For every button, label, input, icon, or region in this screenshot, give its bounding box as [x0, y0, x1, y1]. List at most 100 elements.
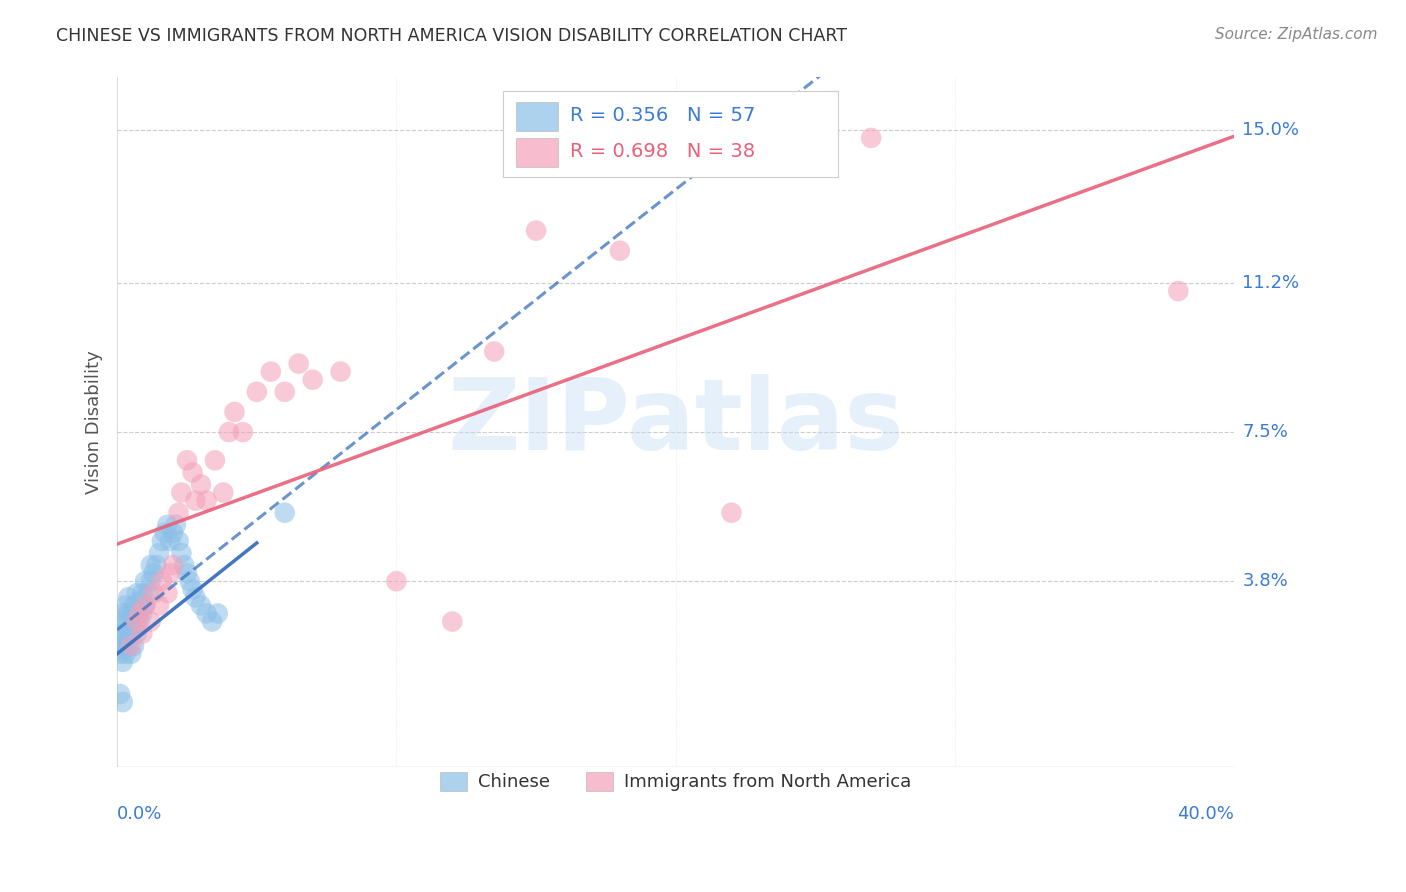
Point	[148, 546, 170, 560]
Text: 0.0%: 0.0%	[117, 805, 163, 823]
Point	[117, 591, 139, 605]
Point	[159, 566, 181, 581]
Text: R = 0.698   N = 38: R = 0.698 N = 38	[569, 143, 755, 161]
Point	[117, 623, 139, 637]
Point	[482, 344, 505, 359]
Point	[170, 485, 193, 500]
Point	[167, 506, 190, 520]
Point	[120, 607, 142, 621]
Point	[232, 425, 254, 439]
Point	[441, 615, 464, 629]
Point	[176, 566, 198, 581]
Point	[134, 574, 156, 589]
Point	[246, 384, 269, 399]
Point	[145, 558, 167, 573]
Point	[120, 626, 142, 640]
Point	[224, 405, 246, 419]
Point	[128, 594, 150, 608]
Point	[125, 586, 148, 600]
Point	[201, 615, 224, 629]
Point	[125, 626, 148, 640]
Point	[301, 373, 323, 387]
Point	[122, 599, 145, 613]
Point	[195, 493, 218, 508]
Point	[170, 546, 193, 560]
Point	[114, 599, 136, 613]
Point	[125, 607, 148, 621]
Point	[156, 517, 179, 532]
Point	[122, 623, 145, 637]
Text: 3.8%: 3.8%	[1243, 572, 1288, 591]
Point	[179, 574, 201, 589]
Text: ZIPatlas: ZIPatlas	[447, 374, 904, 470]
Point	[108, 687, 131, 701]
Point	[134, 599, 156, 613]
Point	[609, 244, 631, 258]
Point	[190, 477, 212, 491]
Text: R = 0.356   N = 57: R = 0.356 N = 57	[569, 106, 755, 125]
Point	[274, 384, 297, 399]
Y-axis label: Vision Disability: Vision Disability	[86, 351, 103, 494]
Point	[150, 533, 173, 548]
Point	[111, 655, 134, 669]
Point	[181, 582, 204, 597]
Point	[159, 533, 181, 548]
Point	[148, 599, 170, 613]
Point	[860, 131, 883, 145]
Point	[287, 357, 309, 371]
Point	[139, 574, 162, 589]
Point	[720, 506, 742, 520]
Point	[204, 453, 226, 467]
Point	[524, 224, 547, 238]
Point	[162, 525, 184, 540]
Point	[150, 574, 173, 589]
Text: Source: ZipAtlas.com: Source: ZipAtlas.com	[1215, 27, 1378, 42]
Point	[120, 639, 142, 653]
FancyBboxPatch shape	[502, 91, 838, 178]
Point	[131, 626, 153, 640]
FancyBboxPatch shape	[516, 138, 558, 167]
Point	[274, 506, 297, 520]
Point	[165, 517, 187, 532]
Point	[139, 558, 162, 573]
Point	[139, 615, 162, 629]
Point	[173, 558, 195, 573]
Point	[128, 615, 150, 629]
Point	[128, 607, 150, 621]
Legend: Chinese, Immigrants from North America: Chinese, Immigrants from North America	[426, 757, 925, 805]
Point	[329, 365, 352, 379]
Point	[162, 558, 184, 573]
Text: 7.5%: 7.5%	[1243, 423, 1288, 441]
Point	[142, 586, 165, 600]
Point	[156, 586, 179, 600]
Point	[108, 626, 131, 640]
Point	[212, 485, 235, 500]
Point	[108, 647, 131, 661]
Point	[136, 586, 159, 600]
Point	[176, 453, 198, 467]
Point	[190, 599, 212, 613]
Text: CHINESE VS IMMIGRANTS FROM NORTH AMERICA VISION DISABILITY CORRELATION CHART: CHINESE VS IMMIGRANTS FROM NORTH AMERICA…	[56, 27, 848, 45]
Point	[153, 525, 176, 540]
Point	[111, 639, 134, 653]
Point	[184, 591, 207, 605]
Point	[142, 566, 165, 581]
Point	[114, 631, 136, 645]
Point	[1167, 284, 1189, 298]
Point	[167, 533, 190, 548]
Point	[111, 626, 134, 640]
Point	[207, 607, 229, 621]
Text: 40.0%: 40.0%	[1177, 805, 1234, 823]
Point	[184, 493, 207, 508]
Point	[114, 615, 136, 629]
Point	[122, 639, 145, 653]
Text: 11.2%: 11.2%	[1243, 274, 1299, 292]
Point	[114, 647, 136, 661]
Point	[134, 599, 156, 613]
Point	[131, 607, 153, 621]
Point	[181, 466, 204, 480]
Text: 15.0%: 15.0%	[1243, 120, 1299, 139]
Point	[260, 365, 283, 379]
Point	[385, 574, 408, 589]
Point	[117, 607, 139, 621]
